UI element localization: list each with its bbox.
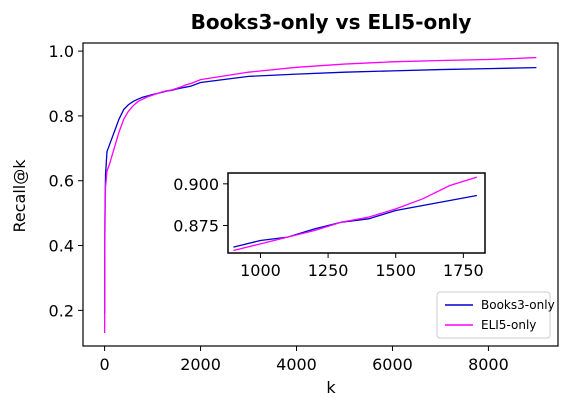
inset-background	[228, 173, 485, 253]
main-plot-frame	[82, 42, 559, 347]
x-tick-label: 8000	[468, 355, 509, 374]
series-line-1	[103, 56, 537, 334]
inset-y-tick-label: 0.900	[173, 175, 219, 194]
y-tick-label: 1.0	[49, 42, 74, 61]
main-plot: 0 2000 4000 6000 8000 0.2 0.4 0.6 0.8 1.0	[49, 42, 559, 374]
legend-label-1: ELI5-only	[481, 318, 536, 332]
inset-x-tick-label: 1500	[375, 261, 416, 280]
y-tick-label: 0.6	[49, 172, 74, 191]
x-axis-label: k	[326, 378, 336, 397]
legend-frame	[436, 291, 551, 339]
inset-x-tick-label: 1250	[308, 261, 349, 280]
inset-y-tick-label: 0.875	[173, 217, 219, 236]
x-tick-label: 0	[99, 355, 109, 374]
y-axis-label: Recall@k	[10, 159, 29, 233]
y-tick-label: 0.2	[49, 301, 74, 320]
inset-series-line-1	[233, 176, 478, 252]
x-tick-label: 2000	[180, 355, 221, 374]
y-tick-label: 0.8	[49, 107, 74, 126]
legend: Books3-only ELI5-only	[436, 291, 555, 339]
inset-x-tick-label: 1000	[240, 261, 281, 280]
legend-label-0: Books3-only	[481, 298, 555, 312]
inset-series-line-0	[233, 194, 477, 248]
inset-plot: 1000 1250 1500 1750 0.875 0.900	[173, 172, 486, 280]
inset-frame	[227, 172, 486, 254]
inset-x-tick-label: 1750	[443, 261, 484, 280]
x-tick-label: 4000	[276, 355, 317, 374]
y-tick-label: 0.4	[49, 237, 74, 256]
x-tick-label: 6000	[372, 355, 413, 374]
chart-title: Books3-only vs ELI5-only	[191, 10, 472, 34]
